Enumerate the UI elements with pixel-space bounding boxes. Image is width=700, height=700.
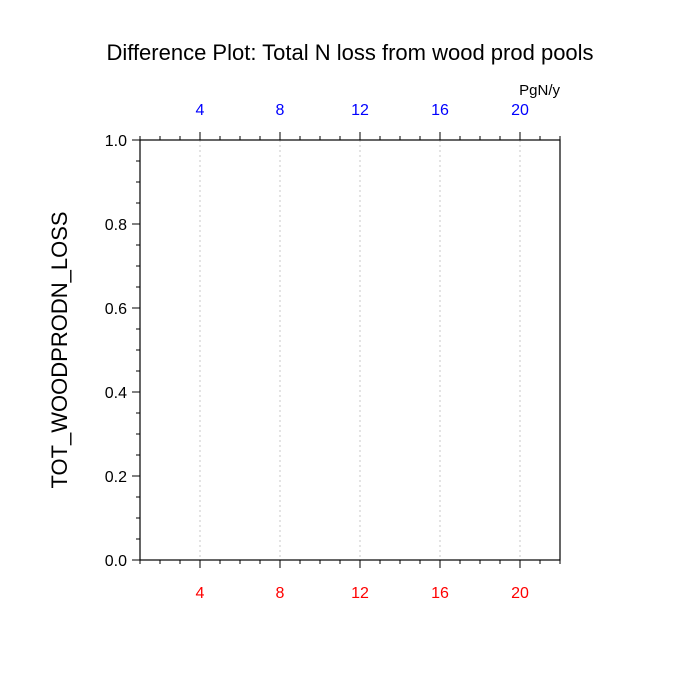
- y-tick-label: 0.0: [105, 553, 127, 570]
- y-tick-label: 0.6: [105, 301, 127, 318]
- x-tick-label-bottom: 20: [511, 585, 529, 602]
- x-tick-label-top: 16: [431, 102, 449, 119]
- x-tick-label-top: 8: [276, 102, 285, 119]
- top-axis-units: PgN/y: [519, 82, 560, 99]
- y-tick-label: 0.4: [105, 385, 127, 402]
- plot-frame: [139, 139, 561, 561]
- y-tick-label: 0.8: [105, 217, 127, 234]
- chart-title: Difference Plot: Total N loss from wood …: [106, 40, 594, 65]
- x-tick-label-top: 4: [196, 102, 205, 119]
- x-tick-label-bottom: 8: [276, 585, 285, 602]
- x-tick-label-bottom: 4: [196, 585, 205, 602]
- x-tick-label-top: 12: [351, 102, 369, 119]
- y-tick-label: 1.0: [105, 133, 127, 150]
- y-tick-label: 0.2: [105, 469, 127, 486]
- x-tick-label-bottom: 12: [351, 585, 369, 602]
- x-tick-label-top: 20: [511, 102, 529, 119]
- x-tick-label-bottom: 16: [431, 585, 449, 602]
